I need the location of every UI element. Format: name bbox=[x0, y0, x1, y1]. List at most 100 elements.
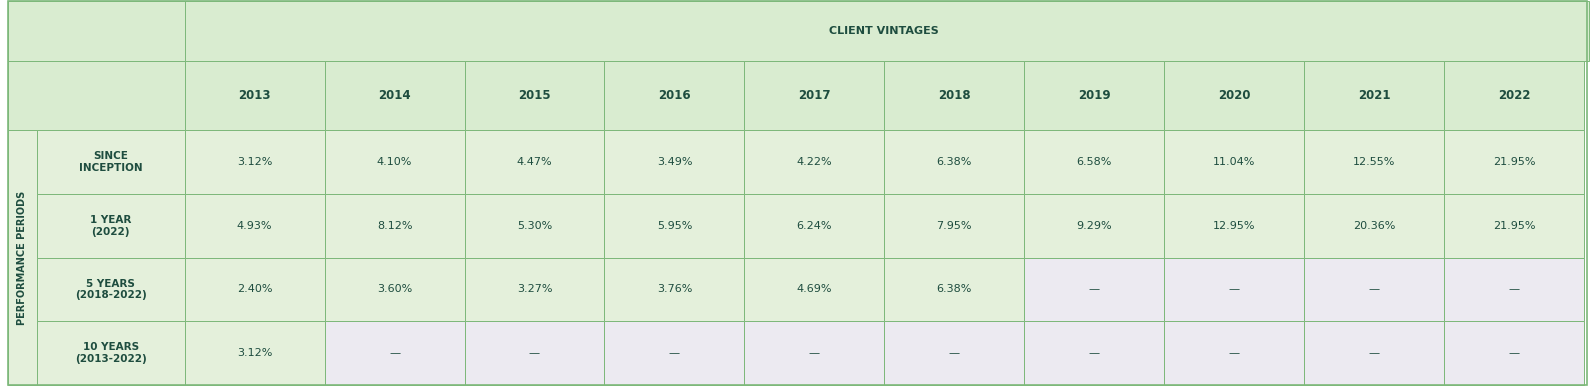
Text: 6.38%: 6.38% bbox=[936, 157, 973, 167]
Bar bbox=[1304, 61, 1444, 130]
Bar bbox=[8, 1, 185, 61]
Text: 1 YEAR
(2022): 1 YEAR (2022) bbox=[91, 215, 131, 237]
Text: 2.40%: 2.40% bbox=[237, 284, 272, 295]
Text: —: — bbox=[669, 348, 680, 358]
Text: 2014: 2014 bbox=[379, 89, 411, 102]
Bar bbox=[1444, 321, 1584, 385]
Bar bbox=[605, 130, 745, 194]
Text: —: — bbox=[1229, 284, 1240, 295]
Bar bbox=[1024, 321, 1164, 385]
Bar bbox=[465, 321, 605, 385]
Text: 3.12%: 3.12% bbox=[237, 157, 272, 167]
Bar bbox=[185, 130, 325, 194]
Bar bbox=[745, 61, 885, 130]
Bar bbox=[325, 258, 465, 321]
Text: 2022: 2022 bbox=[1498, 89, 1530, 102]
Text: 3.76%: 3.76% bbox=[657, 284, 693, 295]
Text: 3.12%: 3.12% bbox=[237, 348, 272, 358]
Text: 3.60%: 3.60% bbox=[377, 284, 412, 295]
Bar bbox=[185, 321, 325, 385]
Text: 4.69%: 4.69% bbox=[796, 284, 833, 295]
Text: 2015: 2015 bbox=[519, 89, 551, 102]
Text: 11.04%: 11.04% bbox=[1213, 157, 1256, 167]
Text: —: — bbox=[529, 348, 540, 358]
Text: —: — bbox=[1089, 284, 1100, 295]
Text: 21.95%: 21.95% bbox=[1493, 157, 1535, 167]
Bar bbox=[185, 258, 325, 321]
Bar bbox=[1164, 130, 1304, 194]
Text: 12.55%: 12.55% bbox=[1353, 157, 1395, 167]
Text: 2018: 2018 bbox=[938, 89, 971, 102]
Bar bbox=[8, 61, 185, 130]
Bar bbox=[1304, 194, 1444, 258]
Text: —: — bbox=[1369, 348, 1380, 358]
Bar bbox=[605, 61, 745, 130]
Bar bbox=[1164, 321, 1304, 385]
Text: 2019: 2019 bbox=[1078, 89, 1111, 102]
Text: —: — bbox=[1089, 348, 1100, 358]
Bar bbox=[1164, 258, 1304, 321]
Text: 7.95%: 7.95% bbox=[936, 221, 973, 231]
Text: 2020: 2020 bbox=[1218, 89, 1250, 102]
Bar bbox=[185, 1, 1589, 61]
Text: 5.95%: 5.95% bbox=[657, 221, 693, 231]
Bar bbox=[37, 194, 185, 258]
Text: 9.29%: 9.29% bbox=[1076, 221, 1113, 231]
Text: 2017: 2017 bbox=[798, 89, 831, 102]
Bar bbox=[885, 258, 1024, 321]
Bar bbox=[745, 130, 885, 194]
Bar bbox=[325, 321, 465, 385]
Bar bbox=[1444, 258, 1584, 321]
Bar bbox=[37, 130, 185, 194]
Text: CLIENT VINTAGES: CLIENT VINTAGES bbox=[829, 26, 939, 36]
Bar bbox=[1304, 258, 1444, 321]
Bar bbox=[885, 321, 1024, 385]
Text: 21.95%: 21.95% bbox=[1493, 221, 1535, 231]
Text: 2013: 2013 bbox=[239, 89, 271, 102]
Text: 8.12%: 8.12% bbox=[377, 221, 412, 231]
Text: —: — bbox=[1509, 284, 1520, 295]
Bar bbox=[1164, 61, 1304, 130]
Text: —: — bbox=[949, 348, 960, 358]
Bar bbox=[185, 61, 325, 130]
Bar bbox=[745, 321, 885, 385]
Text: 6.24%: 6.24% bbox=[796, 221, 833, 231]
Bar bbox=[185, 194, 325, 258]
Bar bbox=[1444, 194, 1584, 258]
Bar bbox=[1444, 61, 1584, 130]
Bar bbox=[325, 61, 465, 130]
Text: PERFORMANCE PERIODS: PERFORMANCE PERIODS bbox=[18, 191, 27, 325]
Bar bbox=[8, 130, 37, 385]
Bar bbox=[325, 194, 465, 258]
Bar bbox=[1024, 194, 1164, 258]
Bar bbox=[325, 130, 465, 194]
Text: 4.93%: 4.93% bbox=[237, 221, 272, 231]
Text: —: — bbox=[1229, 348, 1240, 358]
Bar bbox=[885, 61, 1024, 130]
Text: 2021: 2021 bbox=[1358, 89, 1390, 102]
Bar bbox=[605, 194, 745, 258]
Text: 12.95%: 12.95% bbox=[1213, 221, 1256, 231]
Text: 6.58%: 6.58% bbox=[1076, 157, 1111, 167]
Text: 3.49%: 3.49% bbox=[657, 157, 693, 167]
Text: 4.47%: 4.47% bbox=[517, 157, 552, 167]
Bar bbox=[1024, 130, 1164, 194]
Text: 3.27%: 3.27% bbox=[517, 284, 552, 295]
Text: —: — bbox=[1369, 284, 1380, 295]
Bar bbox=[745, 194, 885, 258]
Text: 5 YEARS
(2018-2022): 5 YEARS (2018-2022) bbox=[75, 279, 146, 300]
Bar bbox=[1024, 61, 1164, 130]
Bar bbox=[465, 130, 605, 194]
Text: —: — bbox=[388, 348, 400, 358]
Text: SINCE
INCEPTION: SINCE INCEPTION bbox=[80, 151, 142, 173]
Bar bbox=[885, 130, 1024, 194]
Bar bbox=[1024, 258, 1164, 321]
Text: 5.30%: 5.30% bbox=[517, 221, 552, 231]
Bar bbox=[37, 258, 185, 321]
Bar bbox=[465, 258, 605, 321]
Text: —: — bbox=[1509, 348, 1520, 358]
Text: 6.38%: 6.38% bbox=[936, 284, 973, 295]
Text: 10 YEARS
(2013-2022): 10 YEARS (2013-2022) bbox=[75, 342, 146, 364]
Bar bbox=[465, 61, 605, 130]
Bar bbox=[885, 194, 1024, 258]
